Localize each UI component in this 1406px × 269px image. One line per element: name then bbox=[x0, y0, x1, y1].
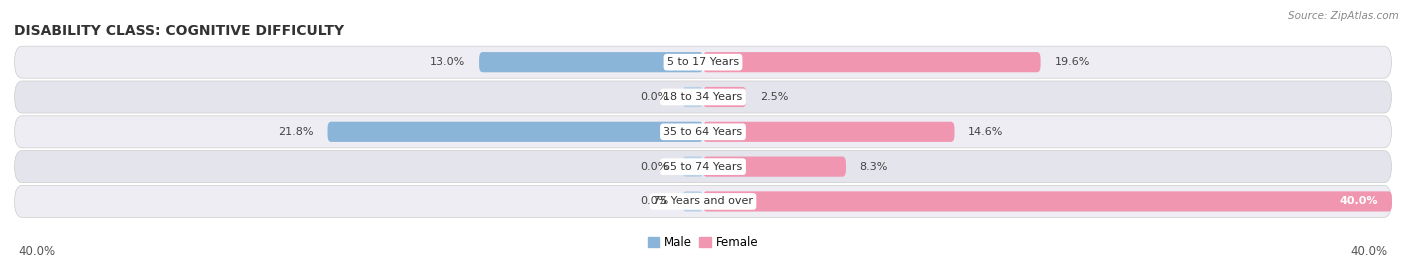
Text: 18 to 34 Years: 18 to 34 Years bbox=[664, 92, 742, 102]
Text: 19.6%: 19.6% bbox=[1054, 57, 1090, 67]
FancyBboxPatch shape bbox=[14, 81, 1392, 113]
Text: Source: ZipAtlas.com: Source: ZipAtlas.com bbox=[1288, 11, 1399, 21]
FancyBboxPatch shape bbox=[682, 191, 703, 211]
FancyBboxPatch shape bbox=[703, 52, 1040, 72]
Text: 40.0%: 40.0% bbox=[1340, 196, 1378, 206]
FancyBboxPatch shape bbox=[703, 157, 846, 177]
Text: 21.8%: 21.8% bbox=[278, 127, 314, 137]
FancyBboxPatch shape bbox=[682, 157, 703, 177]
FancyBboxPatch shape bbox=[682, 87, 703, 107]
Text: 0.0%: 0.0% bbox=[640, 92, 669, 102]
FancyBboxPatch shape bbox=[703, 122, 955, 142]
Text: 5 to 17 Years: 5 to 17 Years bbox=[666, 57, 740, 67]
Text: 2.5%: 2.5% bbox=[759, 92, 789, 102]
Text: DISABILITY CLASS: COGNITIVE DIFFICULTY: DISABILITY CLASS: COGNITIVE DIFFICULTY bbox=[14, 24, 344, 38]
FancyBboxPatch shape bbox=[703, 191, 1392, 211]
FancyBboxPatch shape bbox=[14, 116, 1392, 148]
Text: 14.6%: 14.6% bbox=[969, 127, 1004, 137]
FancyBboxPatch shape bbox=[14, 46, 1392, 78]
Legend: Male, Female: Male, Female bbox=[643, 231, 763, 254]
Text: 8.3%: 8.3% bbox=[859, 162, 889, 172]
Text: 65 to 74 Years: 65 to 74 Years bbox=[664, 162, 742, 172]
FancyBboxPatch shape bbox=[14, 185, 1392, 217]
FancyBboxPatch shape bbox=[14, 151, 1392, 183]
FancyBboxPatch shape bbox=[703, 87, 747, 107]
Text: 75 Years and over: 75 Years and over bbox=[652, 196, 754, 206]
Text: 0.0%: 0.0% bbox=[640, 162, 669, 172]
Text: 13.0%: 13.0% bbox=[430, 57, 465, 67]
Text: 40.0%: 40.0% bbox=[18, 245, 55, 258]
Text: 35 to 64 Years: 35 to 64 Years bbox=[664, 127, 742, 137]
Text: 0.0%: 0.0% bbox=[640, 196, 669, 206]
FancyBboxPatch shape bbox=[479, 52, 703, 72]
Text: 40.0%: 40.0% bbox=[1351, 245, 1388, 258]
FancyBboxPatch shape bbox=[328, 122, 703, 142]
